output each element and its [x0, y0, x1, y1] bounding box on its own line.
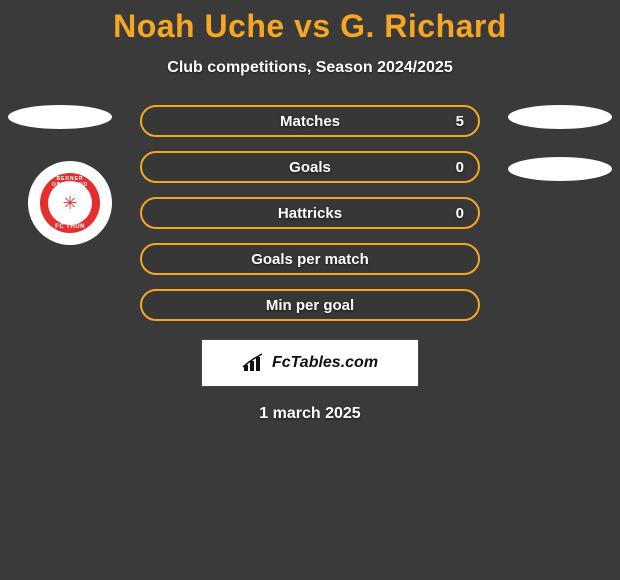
source-logo: FcTables.com — [201, 339, 419, 387]
source-logo-text: FcTables.com — [272, 354, 378, 372]
club-badge-ring: BERNER OBERLAND ✳ FC THUN — [40, 173, 100, 233]
stat-value-right: 0 — [456, 159, 464, 176]
player-left-club-badge: BERNER OBERLAND ✳ FC THUN — [28, 161, 112, 245]
club-badge-top-text: BERNER OBERLAND — [40, 176, 100, 188]
stat-row-matches: Matches 5 — [140, 105, 480, 137]
club-badge-main-text: FC THUN — [40, 224, 100, 230]
player-left-avatar-placeholder — [8, 105, 112, 129]
player-right-avatar-placeholder — [508, 105, 612, 129]
stat-label: Goals per match — [251, 251, 369, 268]
comparison-content: BERNER OBERLAND ✳ FC THUN Matches 5 Goal… — [0, 105, 620, 423]
stat-value-right: 0 — [456, 205, 464, 222]
stat-row-min-per-goal: Min per goal — [140, 289, 480, 321]
star-icon: ✳ — [62, 194, 77, 212]
bar-chart-icon — [242, 353, 266, 373]
stat-row-goals-per-match: Goals per match — [140, 243, 480, 275]
player-right-club-placeholder — [508, 157, 612, 181]
stat-row-goals: Goals 0 — [140, 151, 480, 183]
stat-label: Matches — [280, 113, 340, 130]
stat-label: Goals — [289, 159, 331, 176]
snapshot-date: 1 march 2025 — [0, 405, 620, 423]
stats-bars: Matches 5 Goals 0 Hattricks 0 Goals per … — [140, 105, 480, 321]
stat-label: Min per goal — [266, 297, 354, 314]
stat-row-hattricks: Hattricks 0 — [140, 197, 480, 229]
stat-label: Hattricks — [278, 205, 342, 222]
page-subtitle: Club competitions, Season 2024/2025 — [0, 59, 620, 77]
stat-value-right: 5 — [456, 113, 464, 130]
page-title: Noah Uche vs G. Richard — [0, 0, 620, 45]
